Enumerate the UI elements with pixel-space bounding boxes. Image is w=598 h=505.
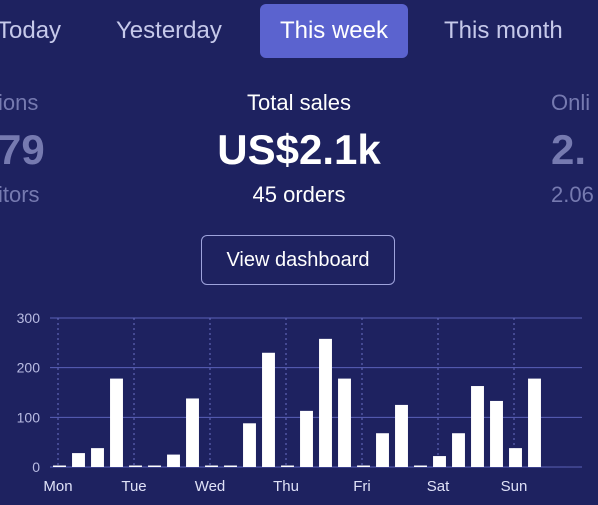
y-tick-label: 200 [17,360,41,376]
x-tick-label: Thu [273,478,299,495]
sales-bar-chart: 0 100 200 300 Mon Tue Wed Thu Fri Sat Sun [17,310,582,495]
chart-bar [91,448,104,467]
chart-bar [281,465,294,467]
chart-bar [72,453,85,467]
chart-bar [452,433,465,467]
y-tick-label: 0 [32,459,40,475]
chart-bar [167,454,180,467]
chart-bar [186,398,199,467]
stat-online-store: Onli 2. 2.06 [551,90,594,208]
chart-bar [148,465,161,467]
tab-today[interactable]: Today [0,17,62,44]
x-tick-label: Mon [43,478,72,495]
stat-online-value: 2. [551,126,587,173]
stat-online-sub: 2.06 [551,182,594,207]
x-tick-label: Tue [121,478,146,495]
chart-bar [319,338,332,467]
date-range-tabs: Today Yesterday This week This month [0,4,598,58]
chart-bar [110,378,123,467]
chart-bar [433,456,446,467]
tab-yesterday[interactable]: Yesterday [116,17,222,44]
x-tick-label: Wed [195,478,226,495]
stat-sessions-label: ions [0,90,39,115]
stat-sessions-sub: itors [0,182,40,207]
x-tick-label: Sat [427,478,450,495]
chart-bar [528,378,541,467]
stat-total-sales: Total sales US$2.1k 45 orders [180,90,418,208]
chart-bar [300,410,313,467]
chart-bar [338,378,351,467]
chart-bar [414,465,427,467]
stat-sessions: ions 79 itors [0,90,45,208]
chart-bar [566,466,579,467]
chart-bar [53,465,66,467]
stat-online-label: Onli [551,90,591,115]
stat-sessions-value: 79 [0,126,45,173]
chart-bar [205,465,218,467]
chart-bar [547,466,560,467]
chart-bar [243,423,256,467]
chart-bar [471,386,484,467]
view-dashboard-button[interactable]: View dashboard [201,235,395,285]
x-tick-label: Sun [501,478,528,495]
chart-bar [395,404,408,467]
x-tick-label: Fri [353,478,371,495]
y-tick-label: 300 [17,310,41,326]
tab-this-week[interactable]: This week [260,4,408,58]
chart-bar [490,400,503,467]
stat-total-sales-orders: 45 orders [252,182,346,207]
chart-bar [376,433,389,467]
chart-bar [509,448,522,467]
chart-bar [129,465,142,467]
tab-this-month[interactable]: This month [444,17,563,44]
stat-total-sales-label: Total sales [247,90,351,115]
chart-bar [224,465,237,467]
chart-bar [357,465,370,467]
y-tick-label: 100 [17,409,41,425]
chart-bar [262,352,275,467]
stat-total-sales-value: US$2.1k [217,126,381,173]
